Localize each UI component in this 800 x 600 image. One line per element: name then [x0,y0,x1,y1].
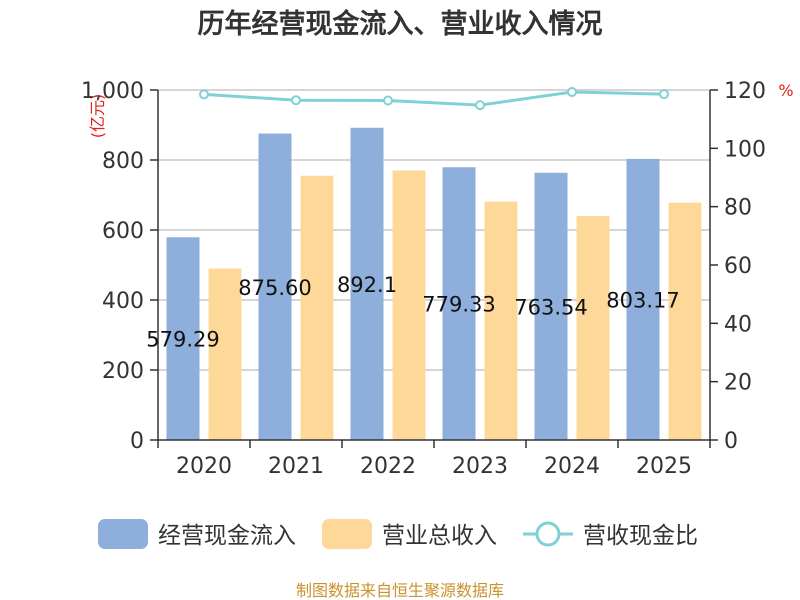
legend-swatch-cash-inflow [98,519,148,549]
y-left-tick-label: 0 [130,429,144,454]
ratio-point [659,89,669,100]
legend-label-revenue: 营业总收入 [382,523,497,549]
data-label-cash-inflow: 779.33 [422,293,495,317]
y-right-tick-label: 20 [724,371,752,396]
x-tick-label: 2025 [636,454,692,479]
bar-cash-inflow [442,167,476,440]
bar-group [166,127,702,441]
ratio-line [203,90,665,107]
y-left-tick-label: 1,000 [81,79,144,104]
chart-title: 历年经营现金流入、营业收入情况 [198,8,603,40]
legend-swatch-ratio-marker [535,521,561,547]
ratio-point [199,89,209,100]
bar-cash-inflow [350,127,384,440]
bar-revenue [576,216,610,440]
legend: 经营现金流入 营业总收入 营收现金比 [98,519,698,549]
bar-revenue [208,268,242,440]
bar-cash-inflow [258,133,292,441]
gridlines [158,89,710,371]
ratio-line-group [199,87,669,111]
x-tick-label: 2021 [268,454,324,479]
data-label-cash-inflow: 579.29 [146,328,219,352]
x-tick-label: 2020 [176,454,232,479]
ratio-point [383,95,393,106]
bar-revenue [392,170,426,440]
ratio-point [567,87,577,98]
data-labels: 579.29 875.60 892.1 779.33 763.54 803.17 [146,273,679,352]
y-left-tick-label: 200 [102,359,144,384]
ratio-point [291,95,301,106]
y-right-tick-label: 0 [724,429,738,454]
y-right-unit-label: % [778,81,793,100]
bar-revenue [300,175,334,440]
axes: 0 200 400 600 800 1,000 0 20 40 60 80 100 120 (亿元)% 20… [81,79,794,479]
y-right-tick-label: 60 [724,254,752,279]
y-left-tick-label: 800 [102,149,144,174]
data-label-cash-inflow: 763.54 [514,295,587,319]
bar-revenue [484,201,518,440]
bar-cash-inflow [626,158,660,440]
y-right-tick-label: 100 [724,137,766,162]
ratio-point [475,100,485,111]
y-right-tick-label: 80 [724,196,752,221]
y-right-tick-label: 40 [724,312,752,337]
data-label-cash-inflow: 875.60 [238,276,311,300]
legend-swatch-revenue [322,519,372,549]
legend-label-ratio: 营收现金比 [583,523,698,549]
legend-label-cash-inflow: 经营现金流入 [158,523,296,549]
y-left-tick-label: 600 [102,219,144,244]
bar-revenue [668,202,702,440]
bar-cash-inflow [534,172,568,441]
y-right-tick-label: 120 [724,79,766,104]
x-tick-label: 2022 [360,454,416,479]
y-left-tick-label: 400 [102,289,144,314]
data-label-cash-inflow: 892.1 [337,273,397,297]
source-note: 制图数据来自恒生聚源数据库 [296,581,504,600]
y-left-unit-label: (亿元) [88,94,107,139]
x-tick-label: 2024 [544,454,600,479]
data-label-cash-inflow: 803.17 [606,288,679,312]
x-tick-label: 2023 [452,454,508,479]
bar-cash-inflow [166,237,200,440]
